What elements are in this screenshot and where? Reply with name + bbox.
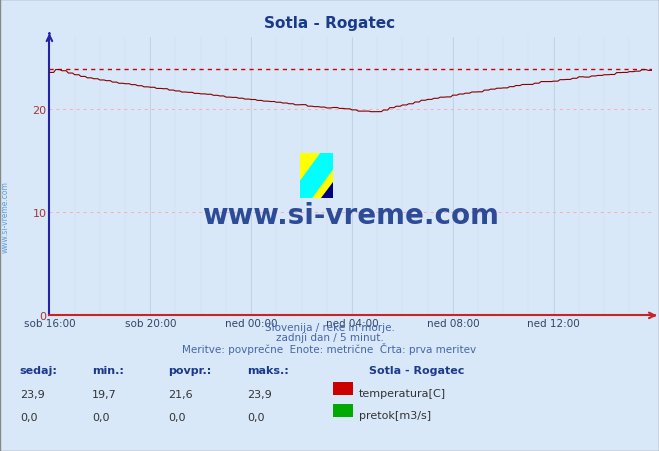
Text: sedaj:: sedaj:	[20, 365, 57, 375]
Text: www.si-vreme.com: www.si-vreme.com	[1, 180, 10, 253]
Polygon shape	[322, 183, 333, 198]
Text: 0,0: 0,0	[20, 412, 38, 422]
Text: Meritve: povprečne  Enote: metrične  Črta: prva meritev: Meritve: povprečne Enote: metrične Črta:…	[183, 342, 476, 354]
Text: 21,6: 21,6	[168, 389, 192, 399]
Text: zadnji dan / 5 minut.: zadnji dan / 5 minut.	[275, 332, 384, 342]
Text: maks.:: maks.:	[247, 365, 289, 375]
Text: povpr.:: povpr.:	[168, 365, 212, 375]
Text: min.:: min.:	[92, 365, 124, 375]
Text: Sotla - Rogatec: Sotla - Rogatec	[369, 365, 465, 375]
Polygon shape	[300, 153, 333, 198]
Text: 19,7: 19,7	[92, 389, 117, 399]
Text: www.si-vreme.com: www.si-vreme.com	[202, 202, 500, 230]
Text: 0,0: 0,0	[92, 412, 110, 422]
Text: 0,0: 0,0	[168, 412, 186, 422]
Text: 23,9: 23,9	[20, 389, 45, 399]
Text: Slovenija / reke in morje.: Slovenija / reke in morje.	[264, 322, 395, 332]
Text: 0,0: 0,0	[247, 412, 265, 422]
Text: 23,9: 23,9	[247, 389, 272, 399]
Text: temperatura[C]: temperatura[C]	[359, 388, 446, 398]
Text: pretok[m3/s]: pretok[m3/s]	[359, 410, 431, 420]
Text: Sotla - Rogatec: Sotla - Rogatec	[264, 16, 395, 31]
